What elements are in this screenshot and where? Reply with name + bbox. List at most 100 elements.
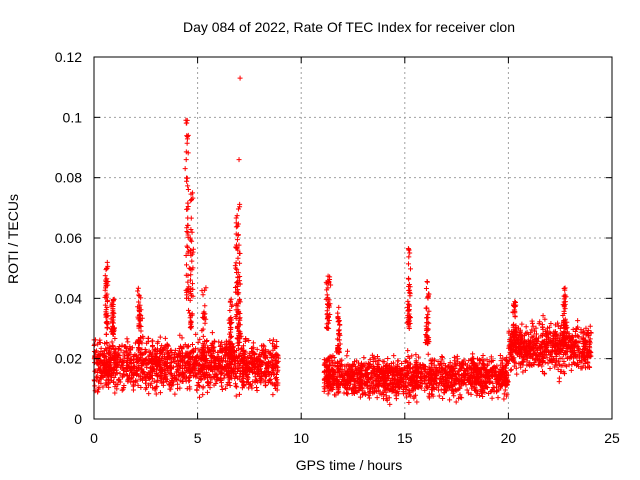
data-point <box>159 380 165 386</box>
x-axis-label: GPS time / hours <box>296 457 403 473</box>
data-point <box>179 335 185 341</box>
data-point <box>250 366 256 372</box>
data-point <box>538 346 544 352</box>
data-point <box>512 340 518 346</box>
data-point <box>124 336 130 342</box>
data-point <box>554 348 560 354</box>
data-point <box>370 381 376 387</box>
data-point <box>327 276 333 282</box>
data-point <box>134 356 140 362</box>
data-point <box>572 329 578 335</box>
data-point <box>392 376 398 382</box>
data-point <box>183 262 189 268</box>
data-point <box>177 352 183 358</box>
data-point <box>189 251 195 257</box>
data-point <box>370 355 376 361</box>
data-point <box>561 340 567 346</box>
data-point <box>392 384 398 390</box>
data-point <box>542 316 548 322</box>
data-point <box>552 344 558 350</box>
data-point <box>371 366 377 372</box>
data-point <box>500 381 506 387</box>
data-point <box>336 349 342 355</box>
data-point <box>251 345 257 351</box>
data-point <box>336 337 342 343</box>
data-point <box>465 371 471 377</box>
data-point <box>328 282 334 288</box>
data-point <box>357 394 363 400</box>
data-point <box>269 372 274 378</box>
data-point <box>414 373 420 379</box>
data-point <box>363 367 369 373</box>
data-point <box>130 387 136 393</box>
data-point <box>526 339 532 345</box>
data-point <box>188 313 194 319</box>
data-point <box>149 338 155 344</box>
data-point <box>212 356 218 362</box>
data-point <box>235 287 241 293</box>
data-point <box>137 318 143 324</box>
data-point <box>372 389 378 395</box>
data-point <box>258 380 264 386</box>
data-point <box>112 390 118 396</box>
data-point <box>125 376 131 382</box>
data-point <box>342 368 348 374</box>
data-point <box>324 308 330 314</box>
data-point <box>562 306 568 312</box>
data-point <box>327 384 333 390</box>
data-point <box>555 323 561 329</box>
data-point <box>210 368 216 374</box>
data-point <box>106 377 112 383</box>
data-point <box>243 337 249 343</box>
data-point <box>162 335 168 341</box>
data-point <box>227 299 233 305</box>
data-point <box>136 299 142 305</box>
data-point <box>516 353 522 359</box>
data-point <box>155 339 161 345</box>
data-point <box>357 379 363 385</box>
data-point <box>134 353 140 359</box>
data-point <box>104 304 110 310</box>
data-point <box>193 331 199 337</box>
data-point <box>236 157 242 163</box>
data-point <box>367 357 373 363</box>
data-point <box>172 347 178 353</box>
data-point <box>188 248 194 254</box>
data-point <box>250 379 256 385</box>
y-axis-label: ROTI / TECUs <box>5 194 21 284</box>
data-point <box>112 349 118 355</box>
data-point <box>104 362 110 368</box>
data-point <box>189 258 195 264</box>
data-point <box>185 206 191 212</box>
data-point <box>172 391 178 397</box>
data-point <box>209 354 215 360</box>
data-point <box>229 362 235 368</box>
data-point <box>377 391 383 397</box>
data-point <box>233 393 239 399</box>
data-point <box>185 230 191 236</box>
data-point <box>435 359 441 365</box>
data-point <box>102 273 108 279</box>
data-point <box>508 367 514 373</box>
data-point <box>107 379 113 385</box>
data-point <box>562 287 568 293</box>
data-point <box>392 365 398 371</box>
data-point <box>200 341 206 347</box>
data-point <box>510 335 516 341</box>
data-point <box>470 351 476 357</box>
data-point <box>242 364 248 370</box>
data-point <box>109 310 115 316</box>
data-point <box>524 358 530 364</box>
data-point <box>491 364 497 370</box>
data-point <box>259 348 265 354</box>
data-point <box>547 352 553 358</box>
data-point <box>447 366 453 372</box>
data-point <box>125 339 131 345</box>
data-point <box>152 368 158 374</box>
data-point <box>112 384 118 390</box>
data-point <box>235 360 241 366</box>
data-point <box>493 373 499 379</box>
data-point <box>142 380 148 386</box>
data-point <box>229 347 235 353</box>
data-point <box>513 360 519 366</box>
